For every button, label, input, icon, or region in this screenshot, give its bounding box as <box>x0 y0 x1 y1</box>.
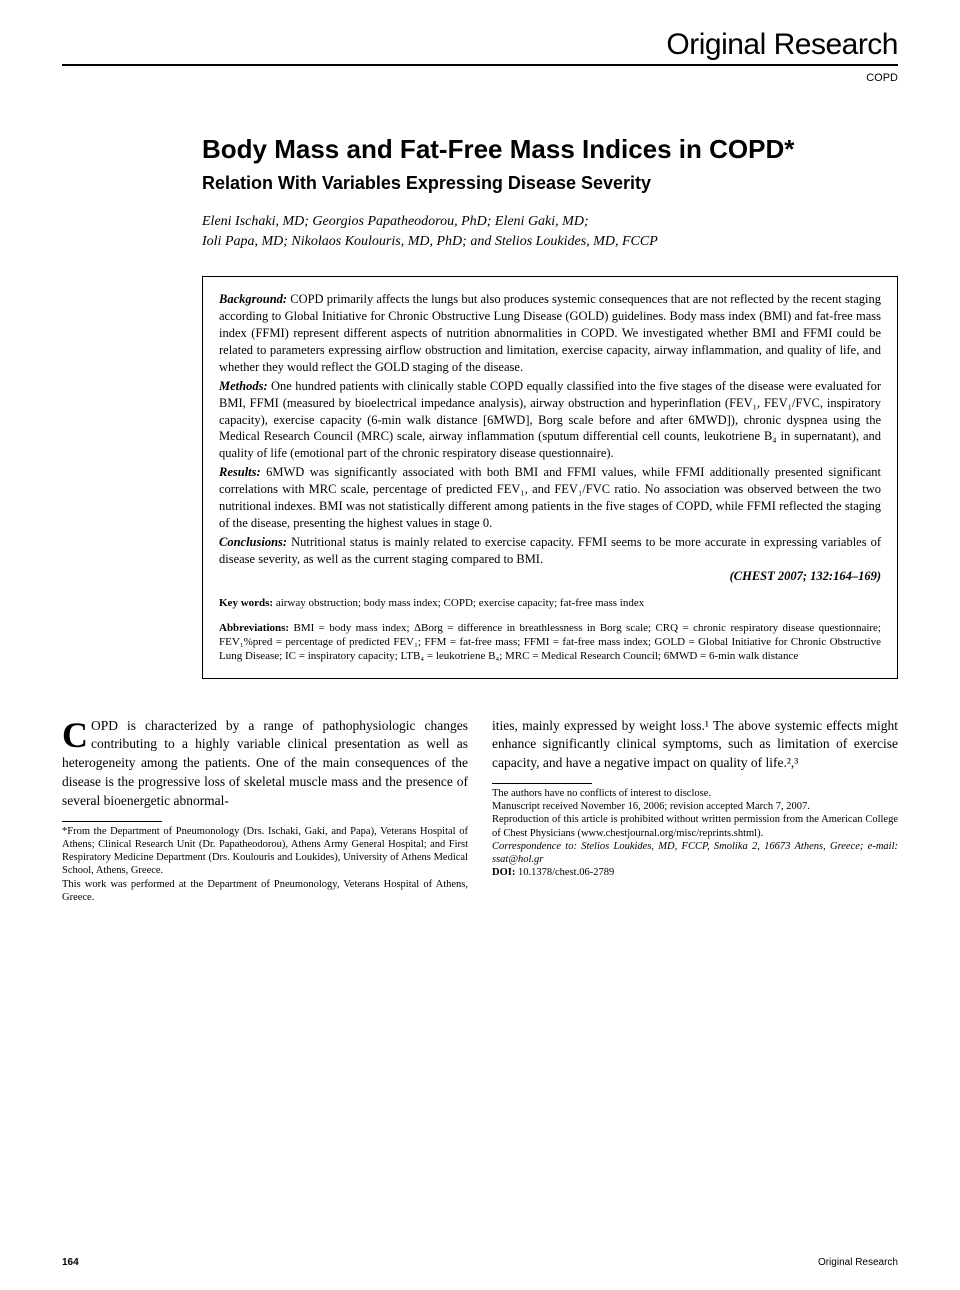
abbreviations: Abbreviations: BMI = body mass index; ΔB… <box>219 621 881 664</box>
footnote-doi: DOI: 10.1378/chest.06-2789 <box>492 866 898 879</box>
doi-value: 10.1378/chest.06-2789 <box>518 867 614 878</box>
authors: Eleni Ischaki, MD; Georgios Papatheodoro… <box>202 212 898 251</box>
authors-line-2: Ioli Papa, MD; Nikolaos Koulouris, MD, P… <box>202 232 898 252</box>
footnote-rule-left <box>62 821 162 822</box>
keywords-text: airway obstruction; body mass index; COP… <box>273 597 644 609</box>
dropcap: C <box>62 717 91 750</box>
abstract-results: Results: 6MWD was significantly associat… <box>219 464 881 532</box>
footer-right: Original Research <box>818 1257 898 1268</box>
footnote-rule-right <box>492 783 592 784</box>
methods-text: One hundred patients with clinically sta… <box>219 379 881 461</box>
authors-line-1: Eleni Ischaki, MD; Georgios Papatheodoro… <box>202 212 898 232</box>
background-label: Background: <box>219 292 287 306</box>
conclusions-text: Nutritional status is mainly related to … <box>219 535 881 566</box>
doi-label: DOI: <box>492 867 518 878</box>
footnote-location: This work was performed at the Departmen… <box>62 878 468 904</box>
background-text: COPD primarily affects the lungs but als… <box>219 292 881 374</box>
header-section: Original Research <box>62 28 898 66</box>
keywords: Key words: airway obstruction; body mass… <box>219 596 881 610</box>
abbrev-text: BMI = body mass index; ΔBorg = differenc… <box>219 622 881 663</box>
page-footer: 164 Original Research <box>62 1257 898 1268</box>
category-label: COPD <box>62 72 898 84</box>
results-label: Results: <box>219 465 261 479</box>
citation: (CHEST 2007; 132:164–169) <box>219 569 881 584</box>
body-columns: COPD is characterized by a range of path… <box>62 717 898 904</box>
abstract-background: Background: COPD primarily affects the l… <box>219 291 881 375</box>
title-block: Body Mass and Fat-Free Mass Indices in C… <box>62 134 898 251</box>
abstract-methods: Methods: One hundred patients with clini… <box>219 378 881 462</box>
abbrev-label: Abbreviations: <box>219 622 289 634</box>
footnote-correspondence: Correspondence to: Stelios Loukides, MD,… <box>492 840 898 866</box>
page-number: 164 <box>62 1257 79 1268</box>
body-column-right: ities, mainly expressed by weight loss.¹… <box>492 717 898 904</box>
body-col2-text: ities, mainly expressed by weight loss.¹… <box>492 717 898 774</box>
conclusions-label: Conclusions: <box>219 535 287 549</box>
keywords-label: Key words: <box>219 597 273 609</box>
article-subtitle: Relation With Variables Expressing Disea… <box>202 173 898 194</box>
section-heading: Original Research <box>62 28 898 62</box>
article-title: Body Mass and Fat-Free Mass Indices in C… <box>202 134 898 165</box>
body-col1-text: OPD is characterized by a range of patho… <box>62 718 468 809</box>
methods-label: Methods: <box>219 379 268 393</box>
footnote-reproduction: Reproduction of this article is prohibit… <box>492 813 898 839</box>
footnote-dates: Manuscript received November 16, 2006; r… <box>492 800 898 813</box>
body-column-left: COPD is characterized by a range of path… <box>62 717 468 904</box>
abstract-box: Background: COPD primarily affects the l… <box>202 276 898 678</box>
body-paragraph-1: COPD is characterized by a range of path… <box>62 717 468 811</box>
abstract-conclusions: Conclusions: Nutritional status is mainl… <box>219 534 881 568</box>
footnote-affiliation: *From the Department of Pneumonology (Dr… <box>62 825 468 878</box>
footnote-coi: The authors have no conflicts of interes… <box>492 787 898 800</box>
results-text: 6MWD was significantly associated with b… <box>219 465 881 530</box>
